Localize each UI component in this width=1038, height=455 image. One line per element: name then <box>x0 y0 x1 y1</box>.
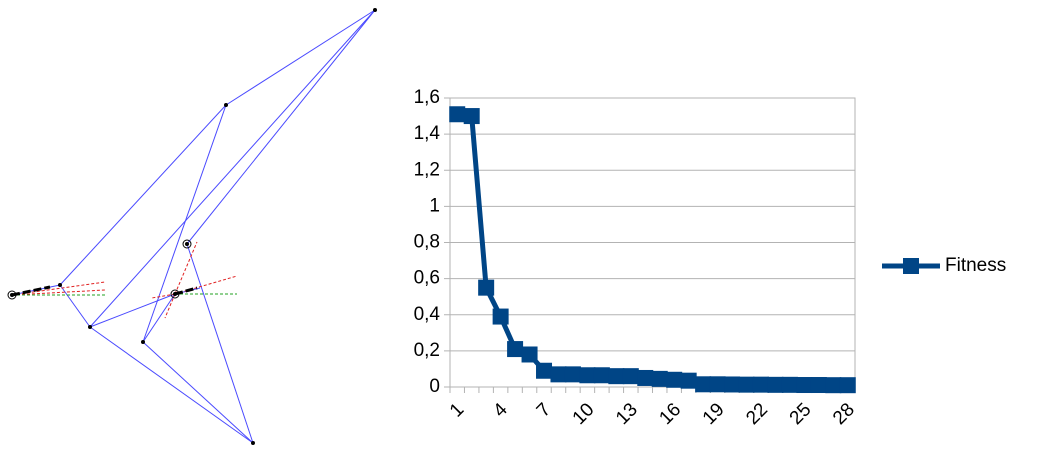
x-tick-label: 28 <box>829 399 859 429</box>
point-marker <box>449 106 465 122</box>
y-tick-label: 0,6 <box>414 268 440 289</box>
x-tick-label: 19 <box>699 399 729 429</box>
force-arrows <box>12 242 237 318</box>
point-marker <box>695 376 711 392</box>
point-marker <box>739 377 755 393</box>
point-marker <box>825 377 841 393</box>
point-marker <box>811 377 827 393</box>
y-tick-label: 0,4 <box>414 304 441 325</box>
point-marker <box>767 377 783 393</box>
point-marker <box>507 341 523 357</box>
y-tick-label: 1,4 <box>414 123 441 144</box>
point-marker <box>464 108 480 124</box>
point-marker <box>666 372 682 388</box>
legend-label: Fitness <box>945 255 1006 276</box>
x-tick-label: 25 <box>786 399 816 429</box>
point-marker <box>753 377 769 393</box>
x-tick-label: 4 <box>489 399 512 422</box>
point-marker <box>493 309 509 325</box>
point-marker <box>637 370 653 386</box>
x-tick-label: 13 <box>612 399 642 429</box>
point-marker <box>608 368 624 384</box>
x-tick-label: 10 <box>569 399 599 429</box>
y-tick-label: 1 <box>429 195 440 216</box>
point-marker <box>594 367 610 383</box>
point-marker <box>782 377 798 393</box>
y-tick-label: 1,2 <box>414 159 440 180</box>
point-marker <box>710 376 726 392</box>
y-tick-label: 1,6 <box>414 87 440 108</box>
point-marker <box>724 376 740 392</box>
screen: 00,20,40,60,811,21,41,614710131619222528… <box>0 0 1038 450</box>
point-marker <box>478 280 494 296</box>
point-marker <box>579 367 595 383</box>
point-marker <box>652 371 668 387</box>
linkage-diagram <box>12 10 375 443</box>
y-tick-label: 0 <box>429 376 440 397</box>
point-marker <box>623 368 639 384</box>
y-tick-label: 0,8 <box>414 232 440 253</box>
y-tick-label: 0,2 <box>414 340 440 361</box>
point-marker <box>550 366 566 382</box>
joints <box>8 8 377 445</box>
point-marker <box>681 373 697 389</box>
point-marker <box>796 377 812 393</box>
x-tick-label: 16 <box>655 399 685 429</box>
point-marker <box>840 377 856 393</box>
x-tick-label: 1 <box>446 399 468 421</box>
point-marker <box>536 363 552 379</box>
x-tick-label: 7 <box>533 399 555 421</box>
legend-marker <box>903 258 919 274</box>
point-marker <box>565 366 581 382</box>
point-marker <box>522 346 538 362</box>
x-tick-label: 22 <box>742 399 772 429</box>
